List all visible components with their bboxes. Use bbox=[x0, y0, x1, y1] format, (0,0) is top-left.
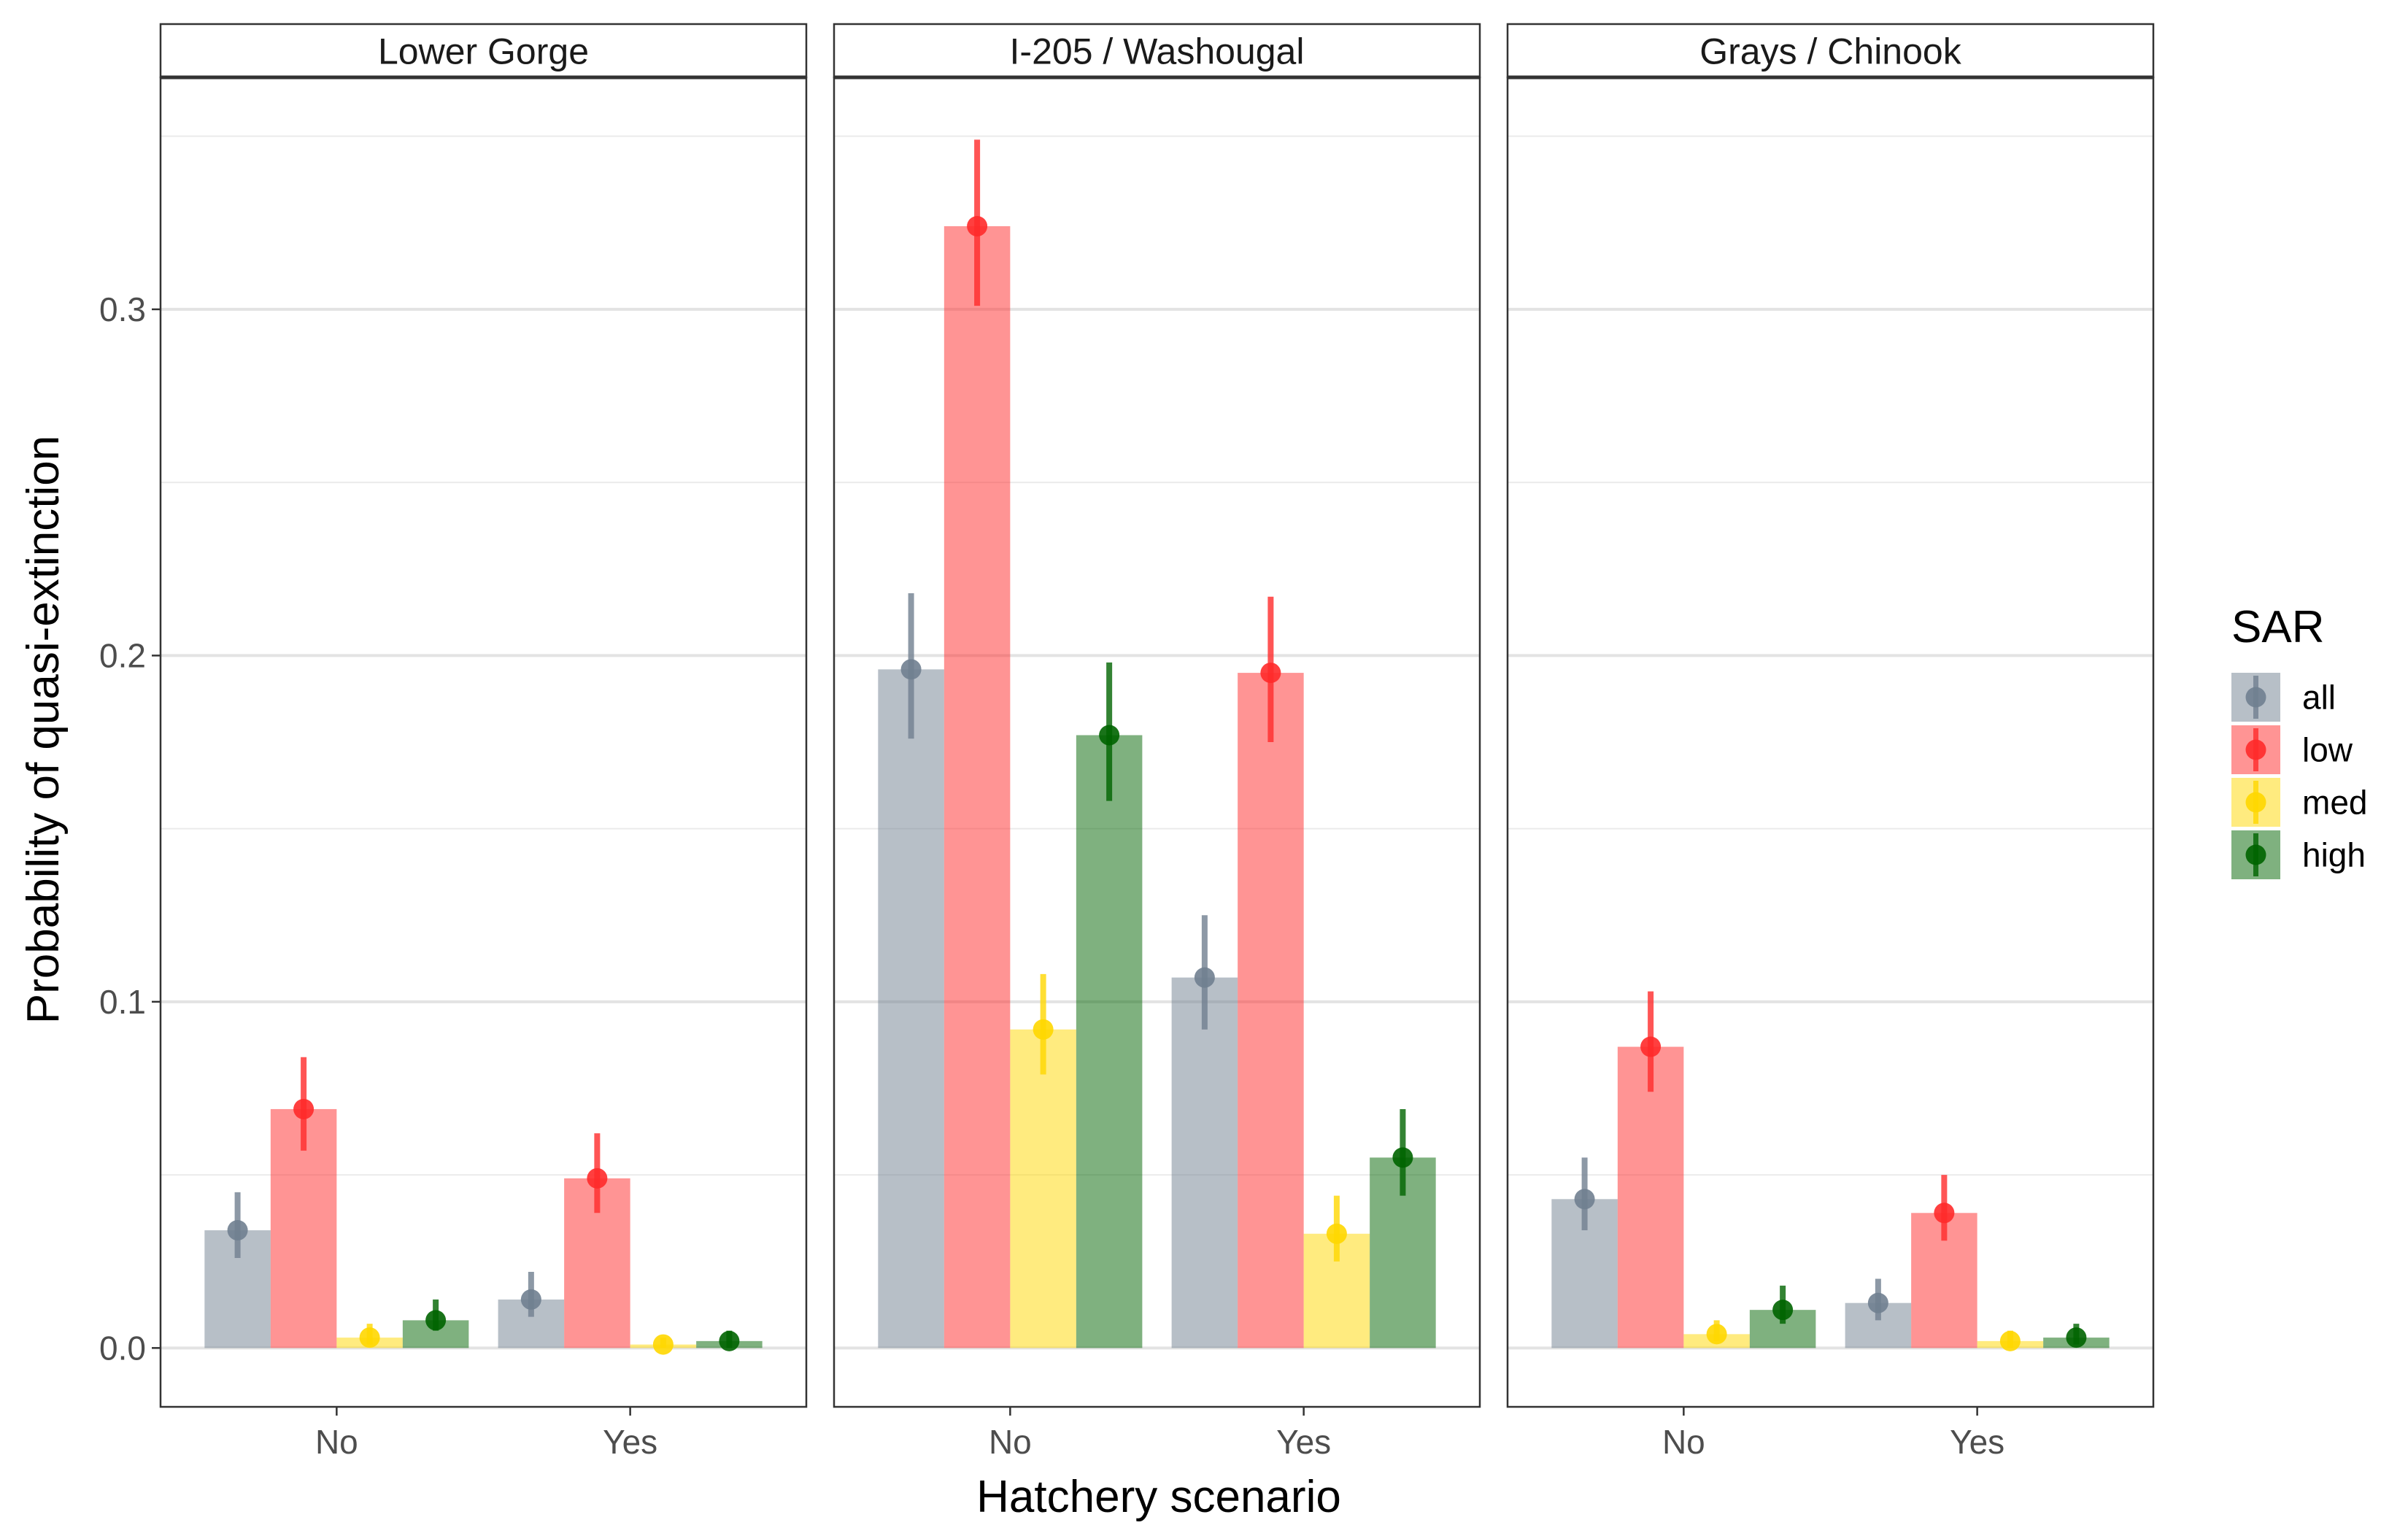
point-high bbox=[425, 1310, 447, 1331]
bar-med bbox=[1010, 1029, 1076, 1348]
point-all bbox=[520, 1289, 541, 1310]
point-med bbox=[1999, 1330, 2021, 1351]
legend-key-point-high bbox=[2245, 844, 2266, 865]
strip-label: Lower Gorge bbox=[378, 31, 589, 72]
x-tick-label: No bbox=[315, 1423, 358, 1461]
x-tick-label: Yes bbox=[603, 1423, 657, 1461]
point-med bbox=[1033, 1019, 1054, 1040]
y-tick-label: 0.2 bbox=[99, 636, 146, 674]
legend-label-med: med bbox=[2302, 784, 2367, 822]
strip-background bbox=[1506, 23, 2155, 79]
x-tick-label: Yes bbox=[1276, 1423, 1331, 1461]
point-low bbox=[587, 1168, 608, 1189]
strip-label: I-205 / Washougal bbox=[1010, 31, 1305, 72]
legend-label-low: low bbox=[2302, 731, 2353, 769]
legend-title: SAR bbox=[2231, 602, 2324, 652]
panel-border bbox=[159, 76, 808, 1408]
point-low bbox=[967, 216, 988, 237]
legend-label-all: all bbox=[2302, 679, 2336, 717]
bar-low bbox=[943, 226, 1011, 1348]
point-low bbox=[293, 1098, 314, 1119]
strip-background bbox=[833, 23, 1481, 79]
bar-all bbox=[1171, 977, 1238, 1348]
x-tick-label: No bbox=[989, 1423, 1032, 1461]
point-high bbox=[1099, 725, 1120, 746]
point-all bbox=[900, 659, 922, 680]
point-low bbox=[1260, 663, 1281, 684]
point-med bbox=[1706, 1324, 1727, 1345]
x-tick-label: Yes bbox=[1950, 1423, 2004, 1461]
point-med bbox=[652, 1334, 674, 1355]
point-all bbox=[1867, 1292, 1888, 1313]
legend-key-point-low bbox=[2245, 739, 2266, 760]
bar-low bbox=[1238, 673, 1304, 1348]
point-all bbox=[1574, 1189, 1595, 1210]
point-med bbox=[359, 1327, 380, 1348]
point-high bbox=[2066, 1327, 2087, 1348]
point-high bbox=[1772, 1300, 1794, 1321]
y-axis-title: Probability of quasi-extinction bbox=[18, 436, 69, 1024]
point-low bbox=[1640, 1036, 1662, 1057]
y-tick-label: 0.1 bbox=[99, 983, 146, 1021]
y-tick-label: 0.3 bbox=[99, 290, 146, 328]
y-tick-label: 0.0 bbox=[99, 1329, 146, 1367]
strip-background bbox=[159, 23, 808, 79]
point-low bbox=[1934, 1203, 1955, 1224]
point-all bbox=[1194, 967, 1215, 988]
legend-key-point-med bbox=[2245, 792, 2266, 813]
point-high bbox=[719, 1330, 740, 1351]
bar-high bbox=[1076, 735, 1143, 1348]
legend-key-point-all bbox=[2245, 687, 2266, 708]
point-med bbox=[1326, 1223, 1347, 1244]
legend-label-high: high bbox=[2302, 836, 2366, 874]
bar-all bbox=[878, 669, 944, 1348]
x-axis-title: Hatchery scenario bbox=[976, 1472, 1341, 1522]
bar-low bbox=[1617, 1046, 1684, 1348]
strip-label: Grays / Chinook bbox=[1699, 31, 1961, 72]
point-all bbox=[227, 1220, 248, 1241]
point-high bbox=[1392, 1147, 1413, 1168]
x-tick-label: No bbox=[1662, 1423, 1705, 1461]
